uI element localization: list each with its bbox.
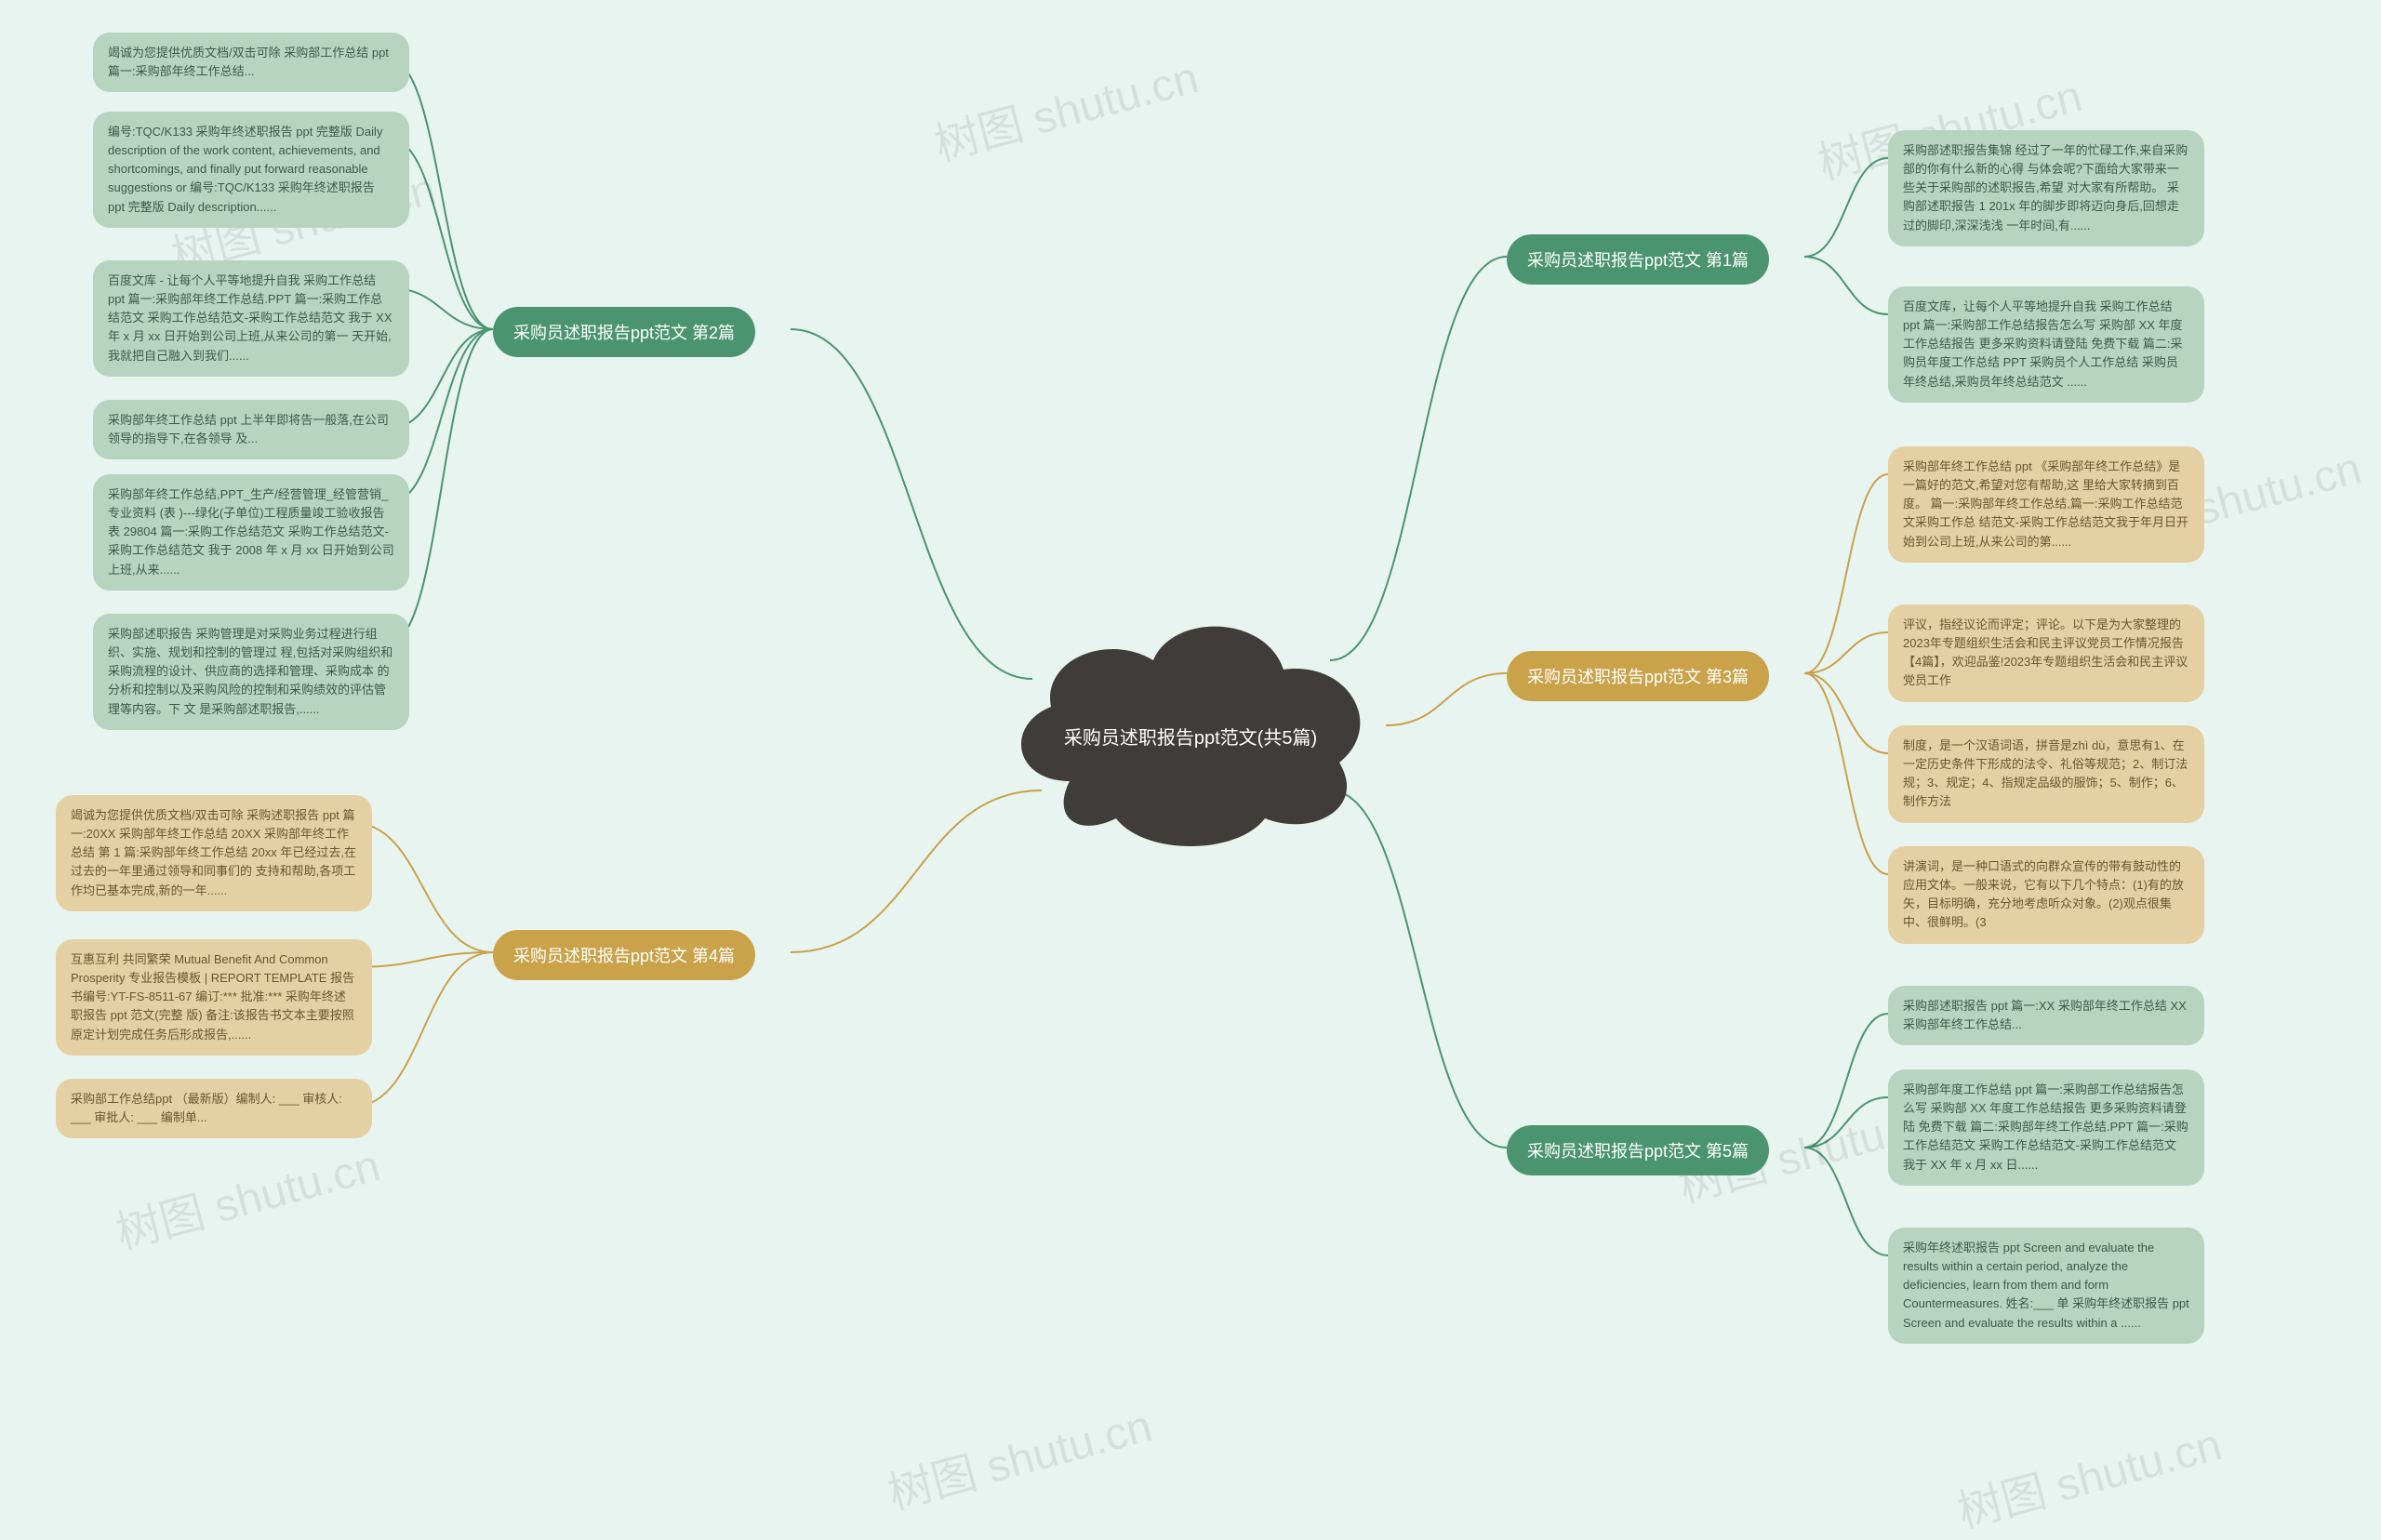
leaf-b2-2[interactable]: 百度文库 - 让每个人平等地提升自我 采购工作总结 ppt 篇一:采购部年终工作… [93,260,409,377]
center-title: 采购员述职报告ppt范文(共5篇) [1034,724,1347,753]
watermark: 树图 shutu.cn [1949,1408,2228,1540]
connector-line [1804,673,1888,753]
leaf-b3-0[interactable]: 采购部年终工作总结 ppt 《采购部年终工作总结》是一篇好的范文,希望对您有帮助… [1888,446,2204,563]
leaf-b4-2[interactable]: 采购部工作总结ppt （最新版）编制人: ___ 审核人: ___ 审批人: _… [56,1079,372,1138]
leaf-b2-5[interactable]: 采购部述职报告 采购管理是对采购业务过程进行组织、实施、规划和控制的管理过 程,… [93,614,409,730]
connector-line [1804,1097,1888,1148]
leaf-b1-1[interactable]: 百度文库，让每个人平等地提升自我 采购工作总结 ppt 篇一:采购部工作总结报告… [1888,286,2204,403]
branch-b4[interactable]: 采购员述职报告ppt范文 第4篇 [493,930,755,980]
connector-line [1804,257,1888,314]
connector-line [1804,673,1888,874]
center-cloud: 采购员述职报告ppt范文(共5篇) [995,595,1386,856]
leaf-b5-1[interactable]: 采购部年度工作总结 ppt 篇一:采购部工作总结报告怎么写 采购部 XX 年度工… [1888,1069,2204,1186]
connector-line [353,823,493,952]
connector-line [1804,1014,1888,1148]
leaf-b2-3[interactable]: 采购部年终工作总结 ppt 上半年即将告一般落,在公司领导的指导下,在各领导 及… [93,400,409,459]
branch-b5[interactable]: 采购员述职报告ppt范文 第5篇 [1507,1125,1769,1175]
watermark: 树图 shutu.cn [926,41,1204,174]
branch-b1[interactable]: 采购员述职报告ppt范文 第1篇 [1507,234,1769,285]
connector-line [1804,632,1888,673]
leaf-b2-0[interactable]: 竭诚为您提供优质文档/双击可除 采购部工作总结 ppt 篇一:采购部年终工作总结… [93,33,409,92]
leaf-b4-0[interactable]: 竭诚为您提供优质文档/双击可除 采购述职报告 ppt 篇一:20XX 采购部年终… [56,795,372,911]
connector-line [1804,474,1888,673]
leaf-b4-1[interactable]: 互惠互利 共同繁荣 Mutual Benefit And Common Pros… [56,939,372,1055]
leaf-b2-1[interactable]: 编号:TQC/K133 采购年终述职报告 ppt 完整版 Daily descr… [93,112,409,228]
connector-line [353,952,493,1107]
leaf-b1-0[interactable]: 采购部述职报告集锦 经过了一年的忙碌工作,来自采购部的你有什么新的心得 与体会呢… [1888,130,2204,246]
connector-line [353,952,493,967]
connector-line [1804,158,1888,257]
leaf-b2-4[interactable]: 采购部年终工作总结,PPT_生产/经营管理_经管营销_专业资料 (表 )---绿… [93,474,409,591]
watermark: 树图 shutu.cn [108,1129,386,1262]
leaf-b3-2[interactable]: 制度，是一个汉语词语，拼音是zhì dù，意思有1、在一定历史条件下形成的法令、… [1888,725,2204,823]
leaf-b5-2[interactable]: 采购年终述职报告 ppt Screen and evaluate the res… [1888,1228,2204,1344]
leaf-b3-1[interactable]: 评议，指经议论而评定；评论。以下是为大家整理的2023年专题组织生活会和民主评议… [1888,604,2204,702]
connector-line [1386,673,1507,725]
connector-line [1804,1148,1888,1255]
watermark: 树图 shutu.cn [880,1389,1158,1522]
branch-b2[interactable]: 采购员述职报告ppt范文 第2篇 [493,307,755,357]
branch-b3[interactable]: 采购员述职报告ppt范文 第3篇 [1507,651,1769,701]
leaf-b3-3[interactable]: 讲演词，是一种口语式的向群众宣传的带有鼓动性的应用文体。一般来说，它有以下几个特… [1888,846,2204,944]
leaf-b5-0[interactable]: 采购部述职报告 ppt 篇一:XX 采购部年终工作总结 XX 采购部年终工作总结… [1888,986,2204,1045]
